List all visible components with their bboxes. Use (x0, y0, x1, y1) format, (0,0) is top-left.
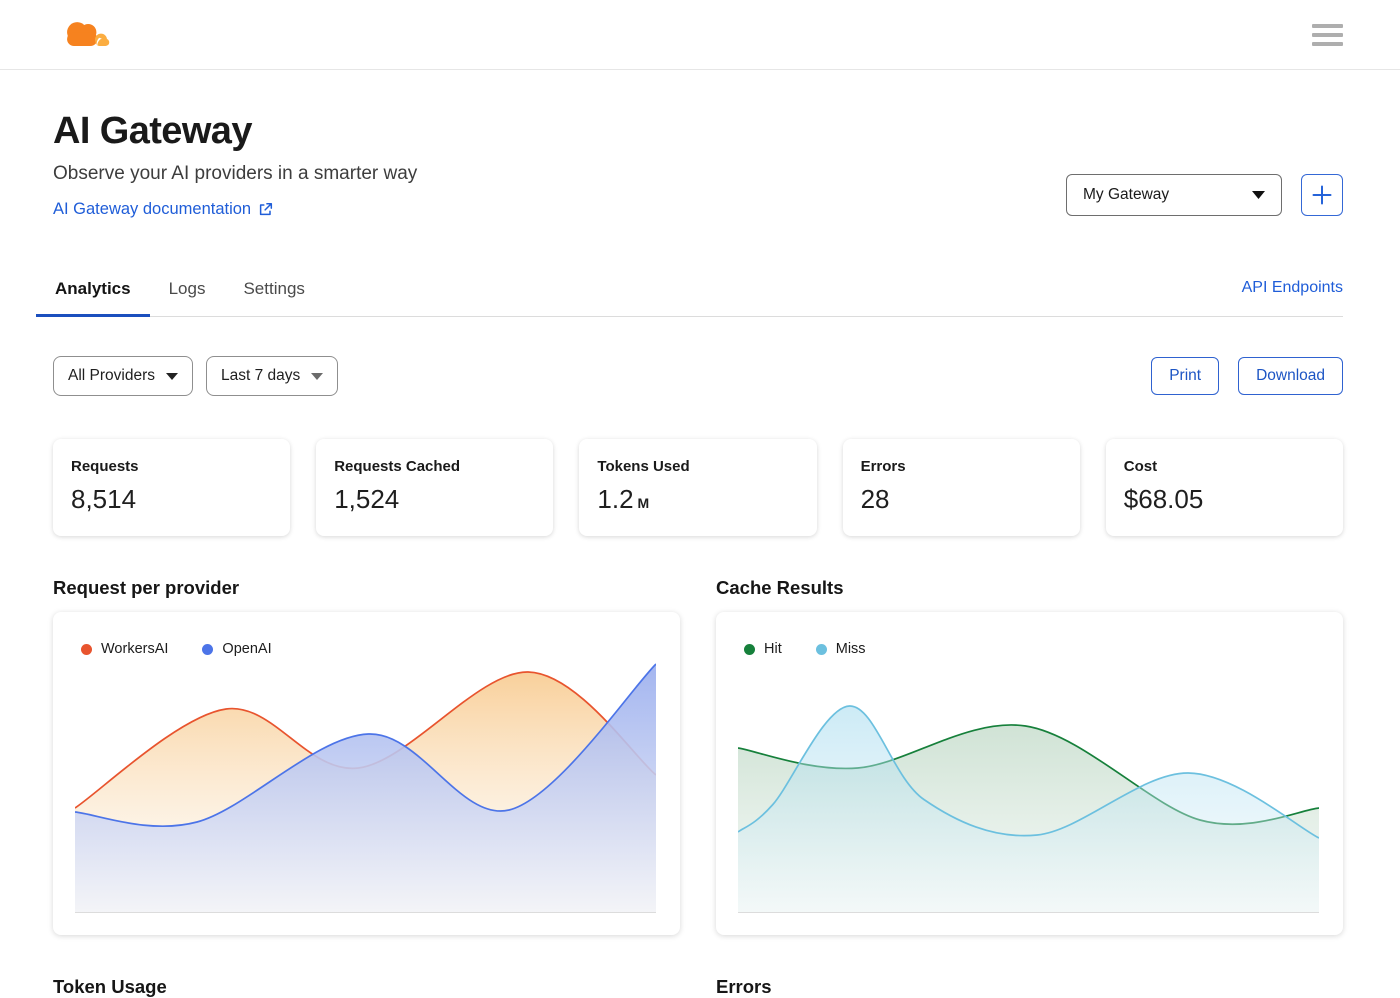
plus-icon (1312, 185, 1332, 205)
legend-dot-icon (744, 643, 755, 655)
print-button[interactable]: Print (1151, 357, 1220, 395)
chevron-down-icon (166, 372, 178, 380)
chart-legend: WorkersAI OpenAI (81, 641, 272, 657)
chart-canvas (75, 662, 656, 912)
page-title: AI Gateway (53, 110, 252, 152)
stat-card-requests: Requests 8,514 (53, 439, 291, 536)
charts-grid: Request per provider WorkersAI OpenAI (53, 577, 1343, 935)
tab-settings[interactable]: Settings (224, 265, 323, 316)
cloudflare-cloud-icon (67, 21, 110, 46)
api-endpoints-link[interactable]: API Endpoints (1241, 279, 1343, 296)
gateway-selector-value: My Gateway (1083, 186, 1170, 203)
section-title-token-usage: Token Usage (53, 976, 167, 997)
legend-label: WorkersAI (101, 641, 169, 657)
legend-dot-icon (81, 643, 92, 655)
legend-item-miss[interactable]: Miss (815, 641, 866, 657)
stat-label: Tokens Used (597, 458, 690, 475)
stat-label: Cost (1123, 458, 1158, 475)
chart-legend: Hit Miss (744, 641, 866, 657)
chart-canvas (738, 662, 1319, 912)
bottom-sections: Token Usage Errors (53, 976, 1343, 998)
stat-value: 8,514 (71, 484, 137, 514)
documentation-link-label: AI Gateway documentation (53, 200, 252, 218)
chevron-down-icon (1252, 191, 1265, 199)
filter-row: All Providers Last 7 days Print Download (53, 356, 1343, 396)
stat-label: Errors (860, 458, 906, 475)
provider-filter-value: All Providers (68, 367, 155, 384)
legend-item-openai[interactable]: OpenAI (202, 641, 272, 657)
stat-card-tokens-used: Tokens Used 1.2 M (579, 439, 817, 536)
area-chart-requests-per-provider (75, 662, 656, 913)
legend-item-hit[interactable]: Hit (744, 641, 782, 657)
hamburger-menu-icon[interactable] (1312, 18, 1343, 52)
legend-label: Miss (835, 641, 866, 657)
provider-filter-dropdown[interactable]: All Providers (53, 356, 193, 396)
tab-logs[interactable]: Logs (150, 265, 225, 316)
tabs: Analytics Logs Settings (36, 265, 324, 317)
stat-value: 1,524 (334, 484, 400, 514)
date-range-dropdown[interactable]: Last 7 days (206, 356, 339, 396)
stat-value: 28 (860, 484, 890, 514)
chart-section-cache-results: Cache Results Hit Miss (716, 577, 1343, 935)
chart-card: Hit Miss (716, 612, 1343, 935)
chart-card: WorkersAI OpenAI (53, 612, 680, 935)
download-button[interactable]: Download (1238, 357, 1343, 395)
cloudflare-logo[interactable] (57, 16, 112, 54)
add-gateway-button[interactable] (1301, 174, 1343, 216)
stat-label: Requests (71, 458, 139, 475)
documentation-link[interactable]: AI Gateway documentation (53, 200, 273, 219)
tab-analytics[interactable]: Analytics (36, 265, 150, 317)
stat-card-cost: Cost $68.05 (1105, 439, 1343, 536)
stats-row: Requests 8,514 Requests Cached 1,524 Tok… (53, 439, 1343, 536)
chart-title: Request per provider (53, 577, 240, 598)
legend-label: OpenAI (222, 641, 272, 657)
stat-value: $68.05 (1123, 484, 1204, 514)
legend-label: Hit (764, 641, 782, 657)
date-range-value: Last 7 days (221, 367, 301, 384)
gateway-selector[interactable]: My Gateway (1066, 174, 1282, 216)
stat-suffix: M (637, 495, 650, 511)
chart-title: Cache Results (716, 577, 844, 598)
page-header: AI Gateway Observe your AI providers in … (53, 110, 1343, 219)
gateway-controls: My Gateway (1066, 174, 1343, 216)
section-title-errors: Errors (716, 976, 772, 997)
top-navbar (0, 0, 1400, 70)
external-link-icon (260, 202, 273, 216)
stat-value: 1.2 (597, 484, 634, 514)
chart-section-requests-per-provider: Request per provider WorkersAI OpenAI (53, 577, 680, 935)
legend-item-workersai[interactable]: WorkersAI (81, 641, 168, 657)
main-content: AI Gateway Observe your AI providers in … (0, 110, 1400, 998)
legend-dot-icon (815, 643, 827, 655)
stat-card-errors: Errors 28 (842, 439, 1080, 536)
area-chart-cache-results (738, 662, 1319, 913)
tab-bar: Analytics Logs Settings API Endpoints (36, 265, 1343, 317)
legend-dot-icon (202, 643, 214, 655)
chevron-down-icon (311, 372, 324, 380)
stat-card-requests-cached: Requests Cached 1,524 (316, 439, 554, 536)
stat-label: Requests Cached (334, 458, 461, 475)
page-subtitle: Observe your AI providers in a smarter w… (53, 163, 418, 184)
